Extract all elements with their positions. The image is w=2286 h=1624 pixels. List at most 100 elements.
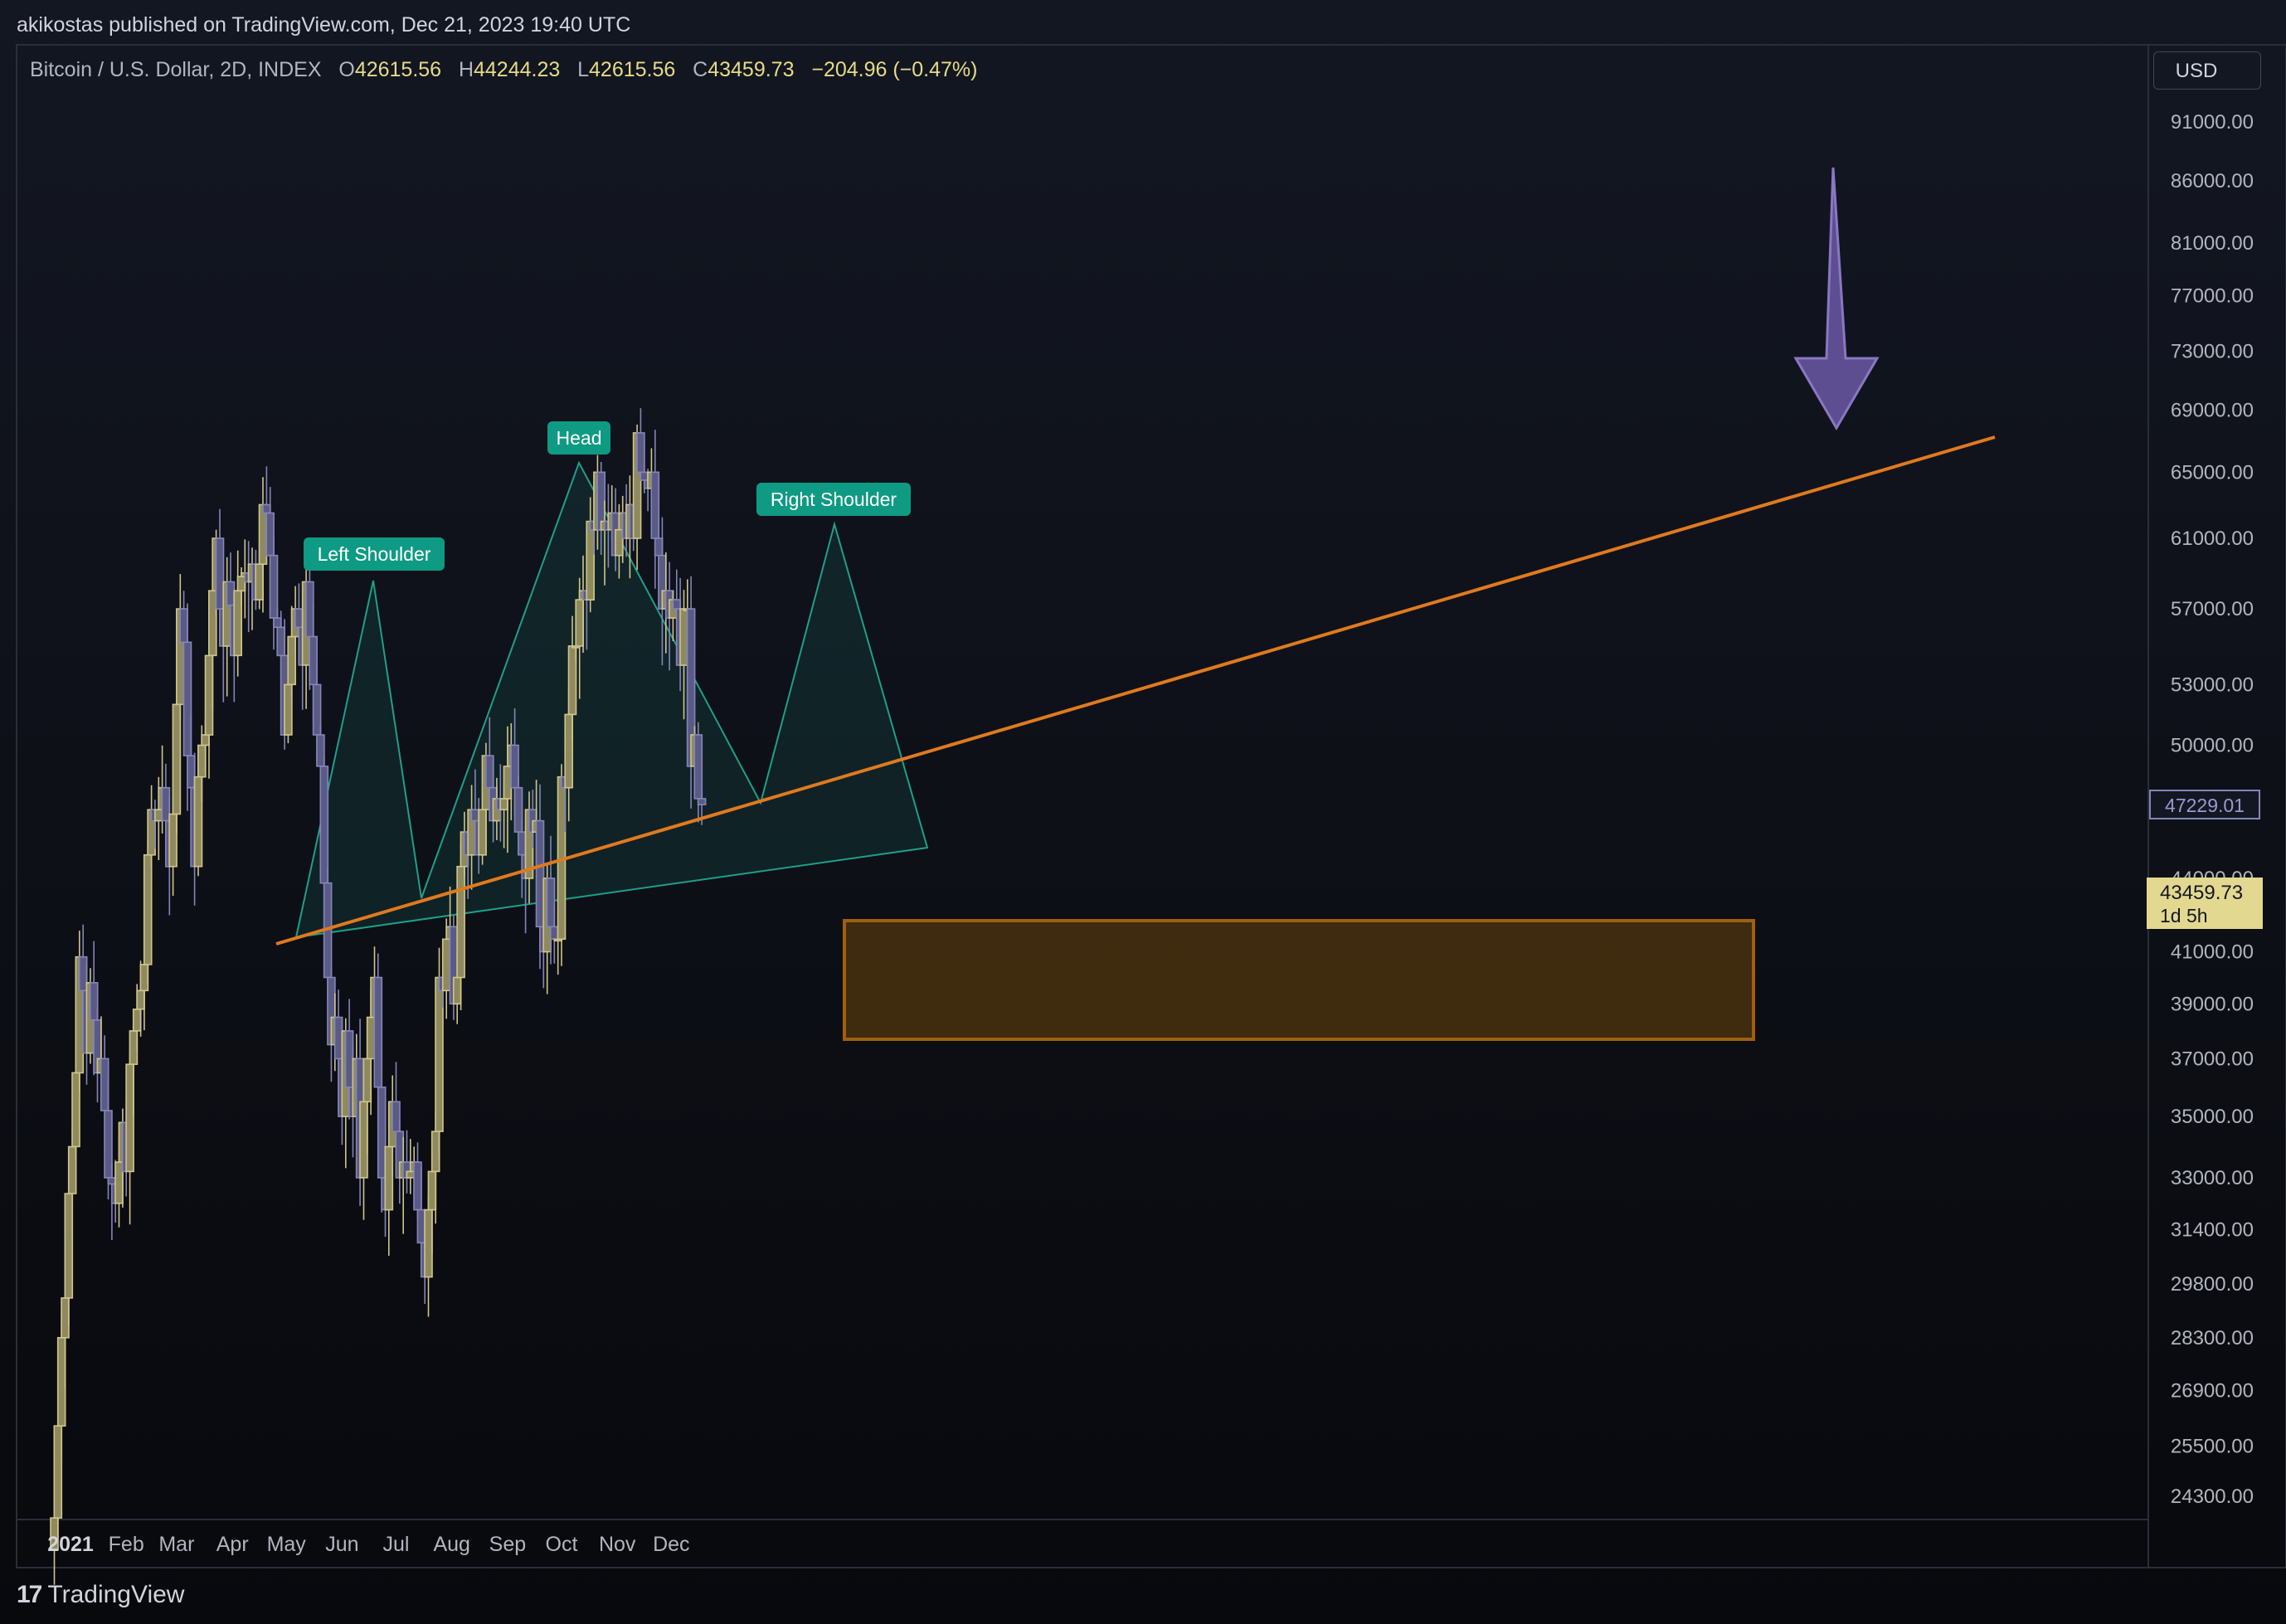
candle-body [161, 786, 171, 822]
price-tick-5: 69000.00 [2171, 399, 2254, 421]
candle-body [201, 734, 210, 746]
time-tick-8: Sep [489, 1533, 526, 1556]
candle-body [284, 683, 293, 736]
candle-body [61, 1297, 70, 1339]
candle-body [273, 617, 282, 629]
close-label: C [693, 58, 708, 81]
candle-body [64, 1193, 74, 1299]
candle [319, 755, 329, 895]
candle-body [435, 976, 444, 1132]
close-value: 43459.73 [708, 58, 795, 81]
candle-body [179, 608, 188, 644]
candle-body [319, 766, 329, 884]
candle-body [236, 576, 246, 592]
candle-body [233, 590, 243, 657]
plot-border [16, 44, 2286, 1568]
candle-body [424, 1208, 433, 1278]
time-axis-ticks: 2021 Feb Mar Apr May Jun Jul Aug Sep Oct Nov Dec [47, 1533, 689, 1556]
price-tick-19: 28300.00 [2171, 1327, 2254, 1349]
price-tick-8: 57000.00 [2171, 598, 2254, 620]
candle-body [143, 853, 153, 965]
candle-body [546, 878, 556, 928]
price-axis-ticks: 91000.00 86000.00 81000.00 77000.00 73000.00… [2171, 111, 2254, 1508]
candle-body [650, 471, 660, 539]
candle-body [384, 1145, 394, 1211]
candle-body [78, 955, 88, 992]
last-price-marker: 47229.01 [2149, 790, 2260, 819]
candle-body [362, 1058, 372, 1103]
candle-body [187, 755, 196, 789]
candle-body [478, 809, 487, 856]
price-tick-12: 41000.00 [2171, 941, 2254, 964]
candle-body [513, 786, 523, 833]
candle-body [654, 537, 664, 557]
label-head-text: Head [557, 427, 602, 449]
ohlc-legend: Bitcoin / U.S. Dollar, 2D, INDEX O42615.… [30, 58, 978, 82]
candle-body [392, 1101, 401, 1133]
time-tick-9: Oct [546, 1533, 578, 1556]
support-zone[interactable] [843, 919, 1755, 1041]
candle-body [359, 1101, 368, 1179]
price-tick-0: 91000.00 [2171, 111, 2254, 134]
brand-name: TradingView [47, 1581, 185, 1608]
price-tick-4: 73000.00 [2171, 341, 2254, 363]
candle-body [567, 645, 577, 716]
low-label: L [577, 58, 590, 81]
label-left-shoulder[interactable]: Left Shoulder [304, 537, 445, 571]
price-tick-9: 53000.00 [2171, 673, 2254, 696]
candle-body [535, 819, 545, 928]
candle-body [197, 744, 207, 778]
current-close-price: 43459.73 [2160, 882, 2243, 904]
time-tick-11: Dec [653, 1533, 689, 1556]
candle-body [208, 590, 217, 657]
price-tick-17: 31400.00 [2171, 1218, 2254, 1241]
candle-body [510, 744, 519, 789]
currency-button[interactable]: USD [2153, 51, 2261, 90]
down-arrow-annotation[interactable] [1793, 167, 1880, 430]
tradingview-logo-icon: 17 [17, 1581, 42, 1608]
current-close-countdown: 1d 5h [2160, 905, 2208, 926]
change-value: −204.96 (−0.47%) [811, 58, 978, 81]
price-tick-10: 50000.00 [2171, 735, 2254, 757]
candle-body [430, 1130, 440, 1173]
candle-body [89, 982, 99, 1021]
candle-body [416, 1208, 426, 1244]
publisher-header: akikostas published on TradingView.com, … [17, 13, 631, 36]
open-label: O [338, 58, 355, 81]
candle-body [697, 798, 707, 805]
candle-body [693, 734, 703, 800]
candle-body [517, 831, 527, 856]
neckline-trendline[interactable] [275, 435, 1996, 946]
brand-footer[interactable]: 17 TradingView [17, 1581, 184, 1609]
label-head[interactable]: Head [547, 421, 610, 455]
candle-body [456, 865, 465, 979]
open-value: 42615.56 [354, 58, 442, 81]
candle-body [262, 503, 271, 514]
time-tick-10: Nov [599, 1533, 636, 1556]
candle-body [373, 976, 383, 1088]
candle [172, 686, 182, 834]
candle-body [71, 1072, 80, 1148]
candle-body [125, 1063, 134, 1173]
candle-body [204, 654, 214, 736]
candle-body [132, 1009, 142, 1032]
candle-body [305, 581, 314, 638]
candle-body [499, 798, 508, 811]
low-value: 42615.56 [589, 58, 676, 81]
candle-body [129, 1030, 139, 1066]
time-tick-5: Jun [325, 1533, 358, 1556]
candle-body [377, 1087, 387, 1179]
symbol-title[interactable]: Bitcoin / U.S. Dollar, 2D, INDEX [30, 58, 322, 81]
candle-body [586, 520, 596, 600]
candle-body [427, 1170, 437, 1211]
candle-body [470, 809, 480, 822]
label-right-shoulder[interactable]: Right Shoulder [756, 483, 911, 516]
candle-body [168, 813, 178, 868]
candle [557, 764, 567, 966]
candle-body [503, 766, 513, 800]
price-tick-20: 26900.00 [2171, 1379, 2254, 1402]
time-tick-2: Mar [158, 1533, 194, 1556]
price-tick-6: 65000.00 [2171, 461, 2254, 484]
